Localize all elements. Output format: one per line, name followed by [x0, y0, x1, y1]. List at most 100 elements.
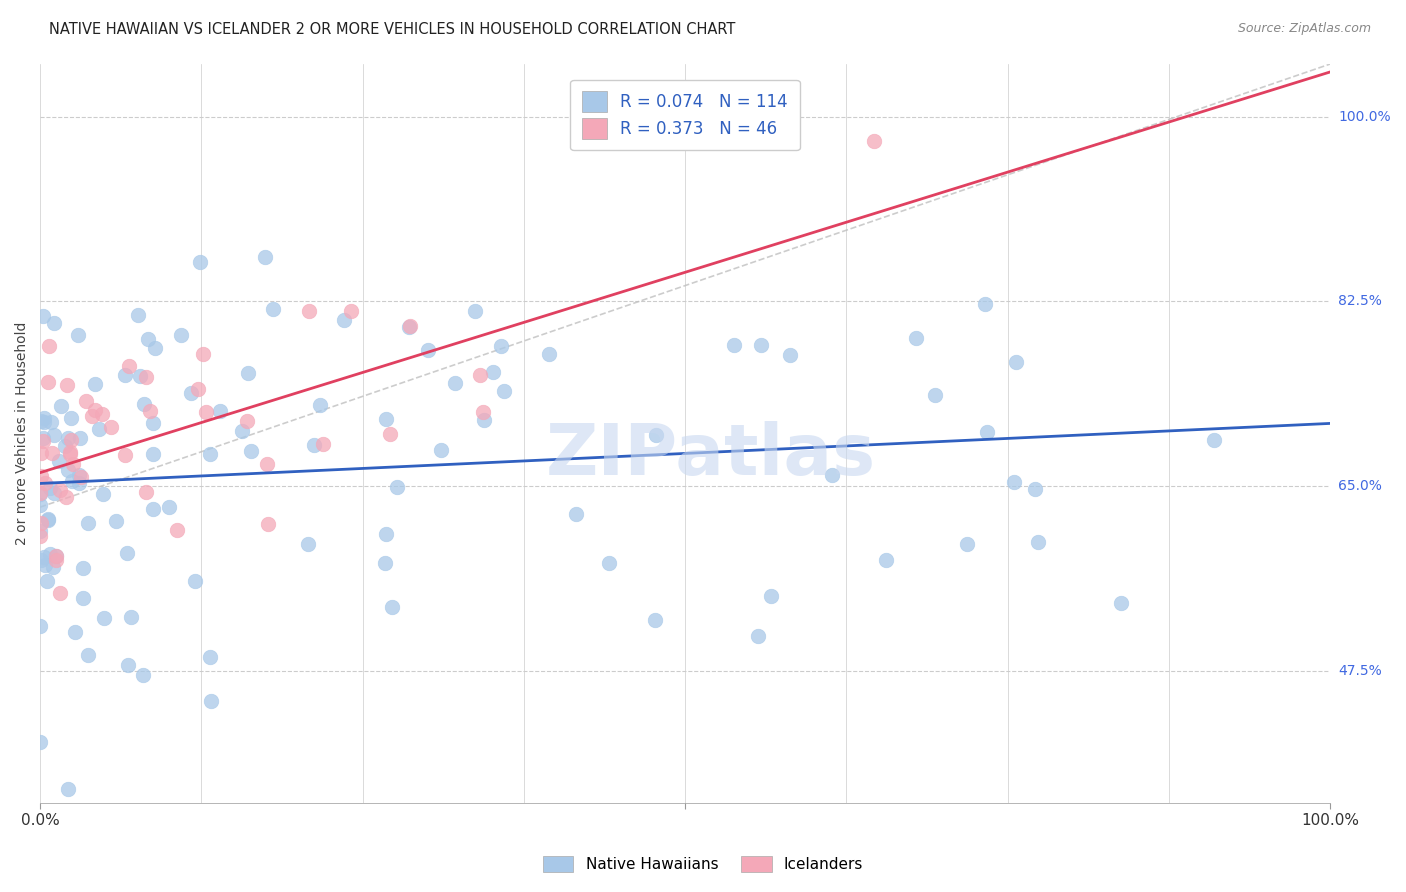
Point — [55, 490, 77, 504]
Point — [208, 404, 231, 418]
Point — [118, 359, 141, 374]
Point — [38, 339, 60, 353]
Point — [34, 476, 56, 491]
Text: 100.0%: 100.0% — [1339, 110, 1391, 124]
Point — [30, 516, 52, 530]
Point — [45, 552, 67, 566]
Point — [385, 480, 408, 494]
Point — [135, 485, 157, 500]
Point — [37, 512, 59, 526]
Point — [374, 556, 396, 570]
Point — [104, 514, 127, 528]
Y-axis label: 2 or more Vehicles in Household: 2 or more Vehicles in Household — [15, 322, 30, 545]
Point — [298, 304, 321, 318]
Point — [481, 365, 503, 379]
Point — [924, 388, 946, 402]
Point — [114, 449, 136, 463]
Point — [470, 368, 492, 383]
Point — [30, 734, 52, 748]
Point — [31, 434, 53, 448]
Point — [564, 507, 586, 521]
Point — [464, 303, 486, 318]
Point — [538, 347, 561, 361]
Point — [166, 523, 188, 537]
Point — [49, 586, 72, 600]
Point — [32, 411, 55, 425]
Point — [494, 384, 516, 399]
Point — [30, 619, 52, 633]
Point — [170, 327, 193, 342]
Point — [398, 320, 420, 334]
Point — [262, 301, 284, 316]
Point — [188, 254, 211, 268]
Point — [309, 398, 332, 412]
Point — [30, 468, 52, 483]
Point — [198, 650, 221, 665]
Text: ZIPatlas: ZIPatlas — [546, 421, 876, 490]
Point — [374, 527, 396, 541]
Point — [32, 309, 55, 323]
Point — [56, 463, 79, 477]
Point — [42, 560, 65, 574]
Point — [257, 517, 280, 532]
Point — [236, 366, 259, 380]
Point — [45, 549, 67, 564]
Point — [30, 486, 52, 500]
Legend: R = 0.074   N = 114, R = 0.373   N = 46: R = 0.074 N = 114, R = 0.373 N = 46 — [571, 79, 800, 151]
Point — [44, 428, 66, 442]
Point — [30, 524, 52, 539]
Point — [399, 318, 422, 333]
Point — [77, 516, 100, 531]
Text: NATIVE HAWAIIAN VS ICELANDER 2 OR MORE VEHICLES IN HOUSEHOLD CORRELATION CHART: NATIVE HAWAIIAN VS ICELANDER 2 OR MORE V… — [49, 22, 735, 37]
Point — [1109, 596, 1132, 610]
Point — [66, 327, 89, 342]
Point — [30, 529, 52, 543]
Text: 65.0%: 65.0% — [1339, 479, 1382, 493]
Point — [472, 405, 495, 419]
Point — [380, 427, 402, 442]
Point — [59, 444, 82, 458]
Point — [195, 405, 218, 419]
Point — [157, 500, 180, 515]
Point — [747, 629, 769, 643]
Point — [444, 376, 467, 390]
Point — [187, 382, 209, 396]
Point — [1004, 355, 1026, 369]
Point — [723, 338, 745, 352]
Point — [84, 403, 107, 417]
Point — [139, 403, 162, 417]
Point — [62, 458, 84, 472]
Point — [904, 331, 927, 345]
Point — [254, 250, 277, 264]
Point — [821, 468, 844, 483]
Point — [141, 502, 163, 516]
Point — [472, 413, 495, 427]
Point — [49, 399, 72, 413]
Point — [100, 419, 122, 434]
Point — [1024, 482, 1046, 496]
Point — [132, 397, 155, 411]
Point — [142, 447, 165, 461]
Text: Source: ZipAtlas.com: Source: ZipAtlas.com — [1237, 22, 1371, 36]
Point — [135, 370, 157, 384]
Point — [863, 134, 886, 148]
Point — [129, 368, 152, 383]
Point — [240, 443, 263, 458]
Point — [42, 486, 65, 500]
Point — [93, 611, 115, 625]
Point — [340, 304, 363, 318]
Point — [142, 416, 165, 430]
Point — [231, 424, 253, 438]
Point — [60, 475, 83, 489]
Point — [127, 308, 149, 322]
Point — [1204, 433, 1226, 447]
Point — [63, 624, 86, 639]
Point — [644, 613, 666, 627]
Point — [297, 537, 319, 551]
Point — [115, 546, 138, 560]
Point — [749, 338, 772, 352]
Point — [598, 557, 620, 571]
Point — [644, 428, 666, 442]
Point — [489, 338, 512, 352]
Point — [180, 385, 202, 400]
